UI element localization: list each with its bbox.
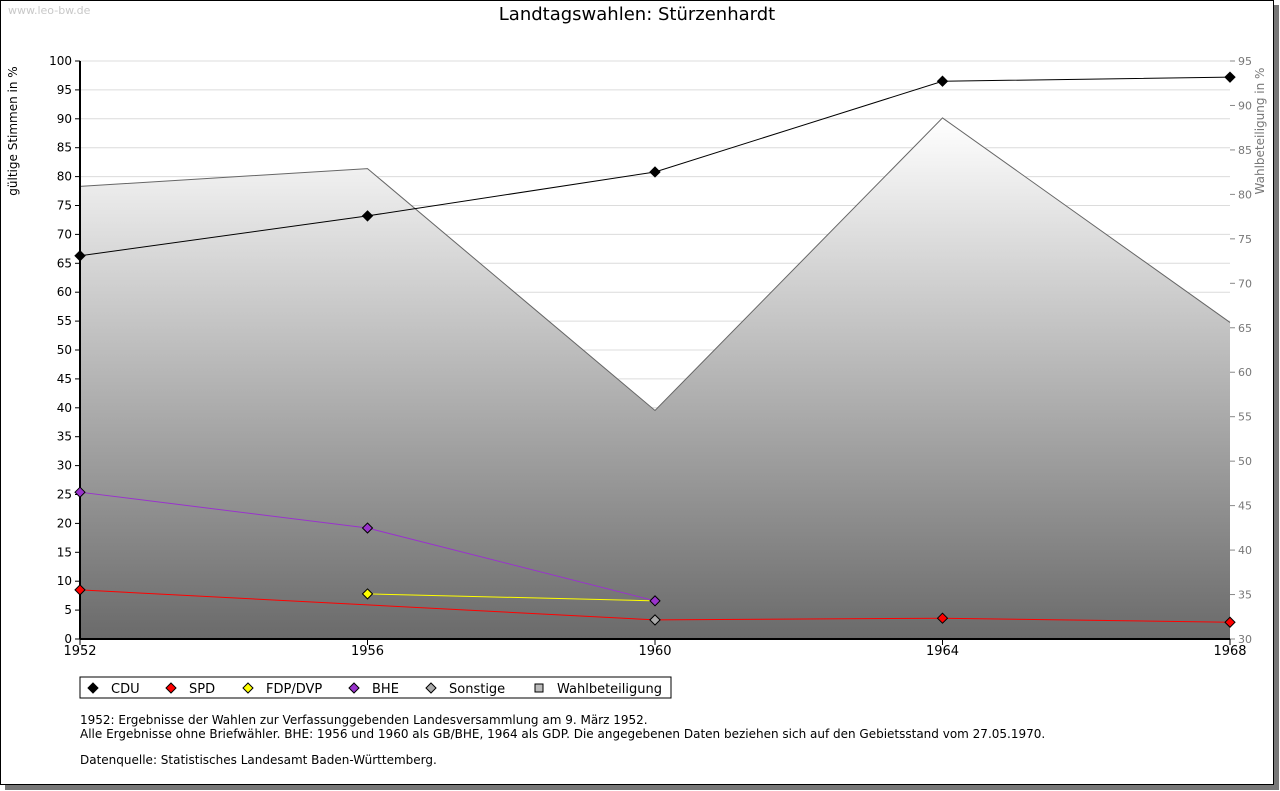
y-tick-label: 50 [57, 343, 72, 357]
y-tick-label: 60 [57, 285, 72, 299]
y2-tick-label: 40 [1238, 544, 1252, 557]
chart-title: Landtagswahlen: Stürzenhardt [498, 4, 776, 25]
y-tick-label: 0 [64, 632, 72, 646]
data-point-BHE [649, 595, 661, 607]
data-point-CDU [1224, 71, 1236, 83]
legend-marker [87, 682, 99, 694]
y-tick-label: 55 [57, 314, 72, 328]
y-tick-label: 100 [49, 54, 72, 68]
series-line-SPD [79, 589, 1231, 623]
turnout-line [79, 117, 1231, 412]
legend-marker [425, 682, 437, 694]
y-tick-label: 40 [57, 401, 72, 415]
note-source: Datenquelle: Statistisches Landesamt Bad… [80, 753, 437, 767]
y2-tick-label: 75 [1238, 233, 1252, 246]
y-tick-label: 30 [57, 459, 72, 473]
data-point-CDU [74, 250, 86, 262]
watermark: www.leo-bw.de [8, 4, 91, 17]
data-point-CDU [649, 166, 661, 178]
data-point-Sonstige [649, 614, 661, 626]
y2-axis-label: Wahlbeteiligung in % [1253, 68, 1267, 195]
legend-label: Sonstige [449, 682, 505, 697]
legend-label: CDU [111, 682, 140, 697]
y-tick-label: 90 [57, 112, 72, 126]
y-tick-label: 85 [57, 141, 72, 155]
data-point-SPD [1224, 616, 1236, 628]
turnout-area [80, 117, 1230, 639]
y-tick-label: 20 [57, 516, 72, 530]
note-1: 1952: Ergebnisse der Wahlen zur Verfassu… [80, 713, 648, 727]
legend-label: FDP/DVP [266, 682, 322, 697]
y-tick-label: 75 [57, 199, 72, 213]
y2-tick-label: 60 [1238, 366, 1252, 379]
legend-marker [534, 683, 544, 693]
x-tick-label: 1960 [638, 644, 671, 659]
y2-tick-label: 80 [1238, 188, 1252, 201]
x-tick-label: 1952 [63, 644, 96, 659]
y2-tick-label: 70 [1238, 277, 1252, 290]
y2-tick-label: 55 [1238, 411, 1252, 424]
y-axis-label: gültige Stimmen in % [6, 66, 20, 195]
y2-tick-label: 30 [1238, 633, 1252, 646]
note-2: Alle Ergebnisse ohne Briefwähler. BHE: 1… [80, 727, 1046, 741]
data-point-SPD [936, 612, 949, 624]
x-tick-label: 1968 [1213, 644, 1246, 659]
legend [79, 676, 672, 699]
legend-label: SPD [189, 682, 215, 697]
y2-tick-label: 35 [1238, 589, 1252, 602]
data-point-SPD [74, 584, 86, 596]
y-tick-label: 35 [57, 430, 72, 444]
y2-tick-label: 45 [1238, 500, 1252, 513]
series-line-FDP/DVP [367, 593, 656, 602]
legend-marker [165, 682, 177, 694]
y-tick-label: 95 [57, 83, 72, 97]
data-point-BHE [74, 486, 86, 498]
data-point-FDP/DVP [361, 588, 374, 600]
legend-marker [348, 682, 360, 694]
legend-label: Wahlbeteiligung [557, 682, 662, 697]
legend-marker [242, 682, 254, 694]
y-tick-label: 80 [57, 170, 72, 184]
y-tick-label: 70 [57, 227, 72, 241]
y-tick-label: 65 [57, 256, 72, 270]
y-tick-label: 45 [57, 372, 72, 386]
y-tick-label: 5 [64, 603, 72, 617]
y2-tick-label: 65 [1238, 322, 1252, 335]
y2-tick-label: 95 [1238, 55, 1252, 68]
x-tick-label: 1964 [926, 644, 959, 659]
data-point-BHE [361, 522, 374, 534]
legend-label: BHE [372, 682, 399, 697]
y-tick-label: 15 [57, 545, 72, 559]
data-point-CDU [361, 210, 374, 222]
y2-tick-label: 90 [1238, 99, 1252, 112]
y2-tick-label: 85 [1238, 144, 1252, 157]
y-tick-label: 25 [57, 488, 72, 502]
y-tick-label: 10 [57, 574, 72, 588]
x-tick-label: 1956 [351, 644, 384, 659]
y2-tick-label: 50 [1238, 455, 1252, 468]
data-point-CDU [936, 75, 949, 87]
